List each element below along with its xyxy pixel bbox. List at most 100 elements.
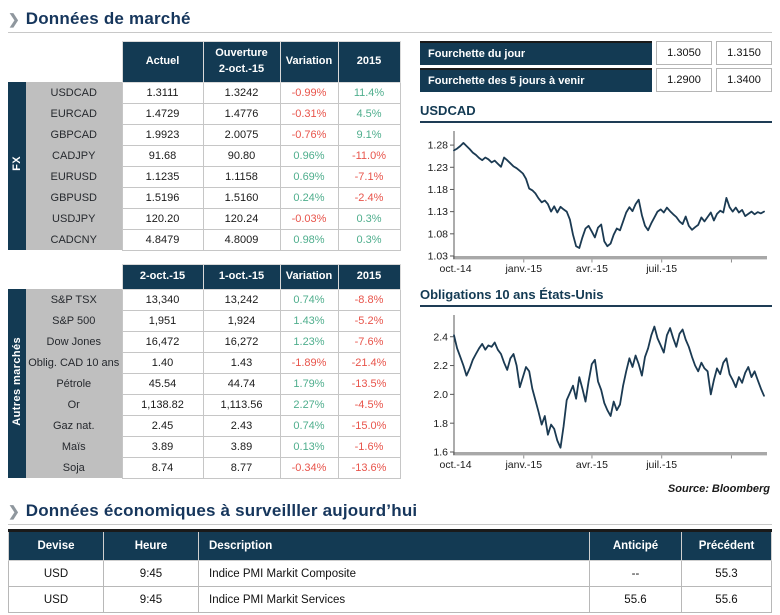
x-axis-tick-label: oct.-14: [439, 263, 471, 275]
value-cell: -5.2%: [337, 309, 401, 332]
table-row: Gaz nat. 2.45 2.43 0.74% -15.0%: [8, 414, 401, 437]
chart-line: [453, 325, 765, 449]
value-cell: -2.4%: [337, 186, 401, 209]
value-cell: 1.3111: [121, 81, 204, 104]
chart-line: [453, 141, 765, 249]
x-axis-tick-label: avr.-15: [576, 263, 608, 275]
value-cell: 91.68: [121, 144, 204, 167]
group-label: FX: [11, 156, 23, 172]
value-cell: 1.23%: [279, 330, 339, 353]
y-axis-tick-label: 1.08: [428, 228, 449, 240]
value-cell: 0.74%: [279, 288, 339, 311]
value-cell: 13,242: [202, 288, 281, 311]
usdcad-line-chart: 1.03 1.08 1.13 1.18 1.23 1.28 oct.-14 janv.-15 a…: [428, 131, 767, 275]
value-cell: 1.43: [202, 351, 281, 374]
econ-table-header-row: Devise Heure Description Anticipé Précédent: [8, 530, 772, 561]
row-label: USDJPY: [26, 208, 122, 230]
table-row: EURCAD 1.4729 1.4776 -0.31% 4.5%: [8, 102, 401, 125]
x-axis-tick-label: avr.-15: [576, 459, 608, 471]
event-description-cell: Indice PMI Markit Composite: [198, 560, 590, 587]
y-axis-tick-label: 1.03: [428, 251, 449, 263]
other-markets-table: 2-oct.-15 1-oct.-15 Variation 2015 Autres m…: [8, 263, 401, 479]
fx-table-header-row: Actuel Ouverture 2-oct.-15 Variation 2015: [8, 41, 401, 83]
value-cell: 2.45: [121, 414, 204, 437]
value-cell: 1.3242: [202, 81, 281, 104]
column-header: Ouverture 2-oct.-15: [202, 41, 281, 83]
value-cell: 1,951: [121, 309, 204, 332]
value-cell: 1,924: [202, 309, 281, 332]
row-label: USDCAD: [26, 82, 122, 104]
y-axis-tick-label: 1.8: [433, 418, 448, 430]
value-cell: 1.4776: [202, 102, 281, 125]
group-label-strip: FX: [8, 82, 26, 251]
column-header: Heure: [103, 530, 199, 561]
table-row: Pétrole 45.54 44.74 1.79% -13.5%: [8, 372, 401, 395]
economic-data-section: Devise Heure Description Anticipé Précédent …: [0, 529, 780, 613]
value-cell: 1.40: [121, 351, 204, 374]
y-axis-tick-label: 1.13: [428, 206, 449, 218]
x-axis-tick-label: janv.-15: [504, 459, 542, 471]
charts-column: Fourchette du jour 1.3050 1.3150 Fourchette…: [420, 41, 772, 495]
value-cell: 4.5%: [337, 102, 401, 125]
value-cell: -21.4%: [337, 351, 401, 374]
column-header: Variation: [279, 41, 339, 83]
value-cell: 2.43: [202, 414, 281, 437]
value-cell: USD: [8, 586, 104, 613]
value-cell: 1.4729: [121, 102, 204, 125]
table-row: GBPCAD 1.9923 2.0075 -0.76% 9.1%: [8, 123, 401, 146]
value-cell: 0.69%: [279, 165, 339, 188]
value-cell: 1.79%: [279, 372, 339, 395]
value-cell: 3.89: [121, 435, 204, 458]
column-header: 2-oct.-15: [121, 263, 204, 290]
value-cell: 1.9923: [121, 123, 204, 146]
x-axis-tick-label: oct.-14: [439, 459, 471, 471]
value-cell: 9:45: [103, 586, 199, 613]
row-label: EURCAD: [26, 103, 122, 125]
row-label: Dow Jones: [26, 331, 122, 353]
value-cell: -1.89%: [279, 351, 339, 374]
range-label: Fourchette des 5 jours à venir: [420, 68, 652, 92]
value-cell: 9.1%: [337, 123, 401, 146]
value-cell: 16,272: [202, 330, 281, 353]
value-cell: 55.6: [681, 586, 772, 613]
chart-title-usdcad: USDCAD: [420, 103, 772, 123]
value-cell: -0.03%: [279, 207, 339, 230]
usdcad-chart-block: USDCAD 1.03 1.08 1.13 1.18 1.23 1.28 oct.-14 ja…: [420, 103, 772, 278]
value-cell: 120.20: [121, 207, 204, 230]
chevron-icon: ❯: [8, 503, 20, 519]
row-label: EURUSD: [26, 166, 122, 188]
bonds-chart-block: Obligations 10 ans États-Unis 1.6 1.8 2.0 2…: [420, 287, 772, 474]
table-row: S&P 500 1,951 1,924 1.43% -5.2%: [8, 309, 401, 332]
row-label: GBPUSD: [26, 187, 122, 209]
page-title: Données de marché: [25, 9, 191, 28]
value-cell: 0.96%: [279, 144, 339, 167]
value-cell: -0.34%: [279, 456, 339, 479]
value-cell: 1.43%: [279, 309, 339, 332]
table-row: USD 9:45 Indice PMI Markit Services 55.6 55.…: [8, 586, 772, 613]
column-header: 1-oct.-15: [202, 263, 281, 290]
column-header: Devise: [8, 530, 104, 561]
row-label: CADJPY: [26, 145, 122, 167]
value-cell: 4.8009: [202, 228, 281, 251]
heading-divider: [8, 32, 772, 33]
economic-calendar-table: Devise Heure Description Anticipé Précédent …: [8, 529, 772, 613]
value-cell: 3.89: [202, 435, 281, 458]
chart-title-bonds: Obligations 10 ans États-Unis: [420, 287, 772, 307]
value-cell: 0.24%: [279, 186, 339, 209]
table-row: CADCNY 4.8479 4.8009 0.98% 0.3%: [8, 228, 401, 251]
x-axis-line: [453, 452, 767, 456]
value-cell: 0.98%: [279, 228, 339, 251]
chevron-icon: ❯: [8, 11, 20, 27]
column-header: Variation: [279, 263, 339, 290]
value-cell: 9:45: [103, 560, 199, 587]
value-cell: -15.0%: [337, 414, 401, 437]
range-row: Fourchette du jour 1.3050 1.3150: [420, 41, 772, 65]
table-row: FX USDCAD 1.3111 1.3242 -0.99% 11.4%: [8, 81, 401, 251]
row-label: Soja: [26, 457, 122, 479]
section-heading-economic: ❯ Données économiques à surveilller aujo…: [0, 495, 780, 521]
x-axis-tick-label: juil.-15: [645, 263, 677, 275]
value-cell: -0.99%: [279, 81, 339, 104]
table-row: USDJPY 120.20 120.24 -0.03% 0.3%: [8, 207, 401, 230]
value-cell: 1,113.56: [202, 393, 281, 416]
value-cell: 2.27%: [279, 393, 339, 416]
